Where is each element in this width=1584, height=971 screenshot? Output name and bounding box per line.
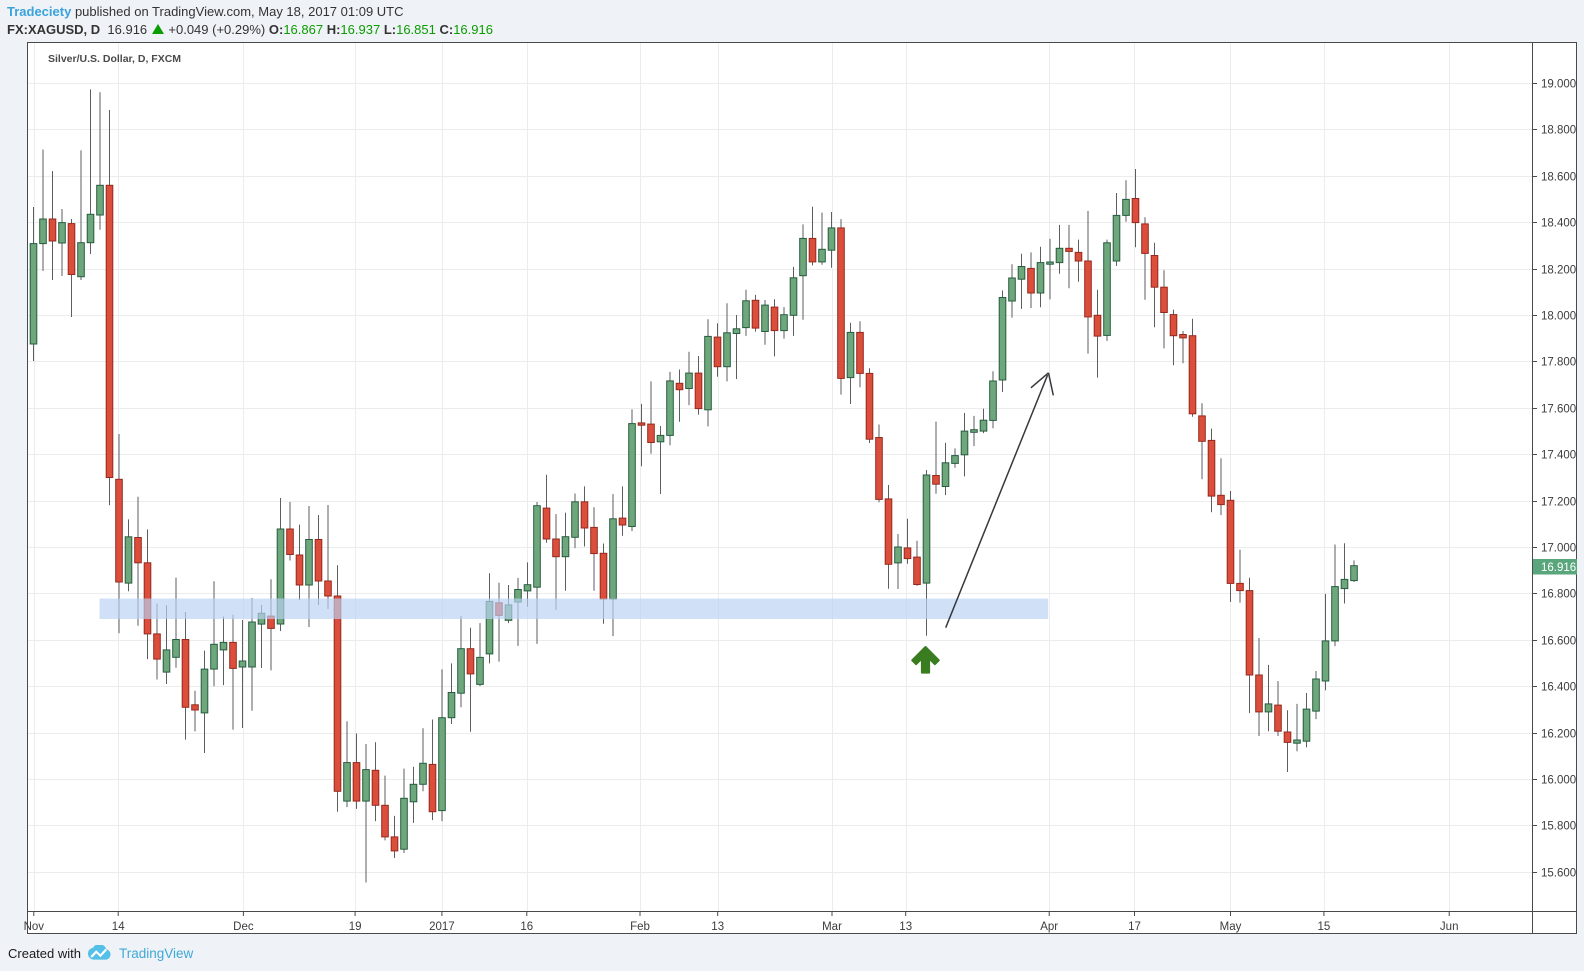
svg-text:2017: 2017 [429, 921, 455, 933]
svg-text:Feb: Feb [630, 921, 650, 933]
svg-text:16.916: 16.916 [1541, 562, 1576, 574]
svg-text:Apr: Apr [1040, 921, 1058, 933]
svg-text:Mar: Mar [822, 921, 842, 933]
svg-text:14: 14 [112, 921, 125, 933]
svg-text:18.600: 18.600 [1541, 172, 1576, 184]
svg-text:17.000: 17.000 [1541, 543, 1576, 555]
svg-text:19.000: 19.000 [1541, 79, 1576, 91]
svg-text:18.200: 18.200 [1541, 265, 1576, 277]
svg-text:Silver/U.S. Dollar, D, FXCM: Silver/U.S. Dollar, D, FXCM [48, 53, 181, 65]
svg-text:18.800: 18.800 [1541, 125, 1576, 137]
svg-text:16.600: 16.600 [1541, 636, 1576, 648]
svg-text:16: 16 [520, 921, 533, 933]
svg-text:Jun: Jun [1440, 921, 1459, 933]
svg-text:Nov: Nov [24, 921, 45, 933]
svg-text:15.600: 15.600 [1541, 868, 1576, 880]
svg-text:17.600: 17.600 [1541, 404, 1576, 416]
svg-text:13: 13 [711, 921, 724, 933]
svg-text:17.200: 17.200 [1541, 497, 1576, 509]
svg-text:16.800: 16.800 [1541, 589, 1576, 601]
svg-text:17: 17 [1128, 921, 1141, 933]
svg-text:13: 13 [899, 921, 912, 933]
svg-text:15: 15 [1318, 921, 1331, 933]
svg-text:May: May [1220, 921, 1242, 933]
svg-text:15.800: 15.800 [1541, 821, 1576, 833]
svg-text:17.400: 17.400 [1541, 450, 1576, 462]
svg-text:17.800: 17.800 [1541, 357, 1576, 369]
svg-text:Dec: Dec [233, 921, 254, 933]
svg-text:18.000: 18.000 [1541, 311, 1576, 323]
svg-text:19: 19 [349, 921, 362, 933]
svg-text:16.400: 16.400 [1541, 682, 1576, 694]
svg-text:16.200: 16.200 [1541, 729, 1576, 741]
svg-text:18.400: 18.400 [1541, 218, 1576, 230]
svg-text:16.000: 16.000 [1541, 775, 1576, 787]
